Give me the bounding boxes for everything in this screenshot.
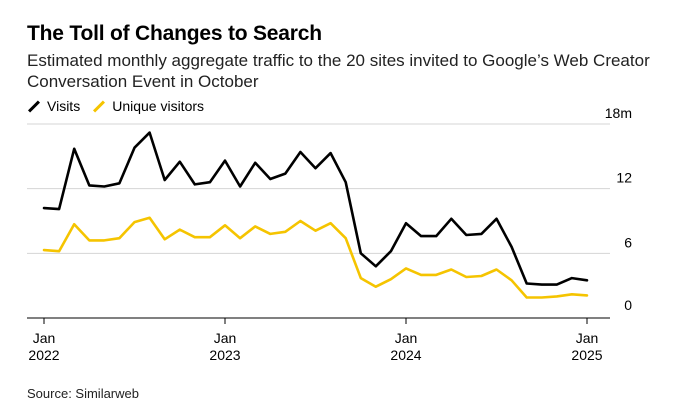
x-tick-label-year-2024-01: 2024 xyxy=(390,347,421,363)
x-tick-label-month-2022-01: Jan xyxy=(33,330,56,346)
x-tick-label-year-2022-01: 2022 xyxy=(28,347,59,363)
chart-title: The Toll of Changes to Search xyxy=(27,22,322,45)
x-tick-label-month-2025-01: Jan xyxy=(576,330,599,346)
legend: Visits Unique visitors xyxy=(27,98,204,114)
x-tick-label-month-2023-01: Jan xyxy=(214,330,237,346)
legend-label-unique-visitors: Unique visitors xyxy=(112,98,205,114)
series-line-unique-visitors xyxy=(42,216,589,299)
chart-subtitle: Estimated monthly aggregate traffic to t… xyxy=(27,51,650,91)
legend-item-visits: Visits xyxy=(27,98,80,114)
y-tick-label-12: 12 xyxy=(616,170,632,186)
x-tick-label-year-2025-01: 2025 xyxy=(571,347,602,363)
x-tick-label-month-2024-01: Jan xyxy=(395,330,418,346)
series-line-visits xyxy=(42,131,589,286)
legend-item-unique-visitors: Unique visitors xyxy=(92,98,204,114)
y-tick-label-18: 18m xyxy=(605,105,632,121)
y-tick-label-0: 0 xyxy=(624,297,632,313)
legend-label-visits: Visits xyxy=(47,98,81,114)
source-note: Source: Similarweb xyxy=(27,386,139,401)
y-tick-label-6: 6 xyxy=(624,234,632,250)
x-tick-label-year-2023-01: 2023 xyxy=(209,347,240,363)
